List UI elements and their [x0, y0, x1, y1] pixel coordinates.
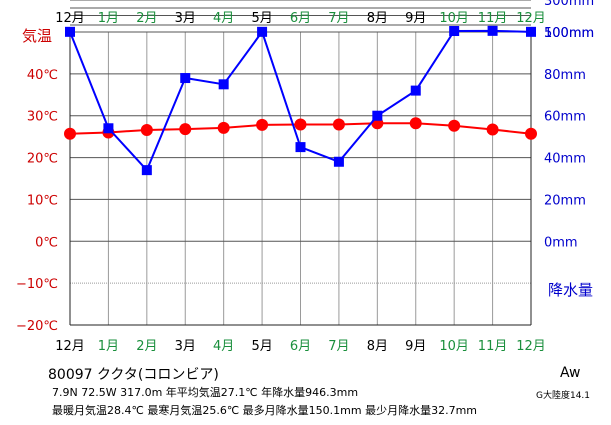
month-label-bottom: 4月	[213, 339, 234, 354]
month-label-bottom: 11月	[478, 339, 508, 354]
grid	[70, 0, 531, 325]
continentality-label: G大陸度14.1	[536, 391, 591, 401]
temperature-tick: 40℃	[27, 68, 58, 83]
month-label-bottom: 2月	[136, 339, 157, 354]
month-label-top: 5月	[251, 11, 272, 26]
precipitation-tick: 0mm	[544, 235, 578, 250]
precipitation-tick: 500mm	[544, 26, 594, 41]
month-label-top: 10月	[439, 11, 469, 26]
precipitation-point	[333, 156, 344, 167]
month-label-bottom: 7月	[328, 339, 349, 354]
precipitation-point	[295, 142, 306, 153]
temperature-tick: 0℃	[35, 235, 58, 250]
precipitation-series	[65, 25, 536, 176]
temperature-point	[217, 121, 230, 134]
station-summary: 7.9N 72.5W 317.0m 年平均気温27.1℃ 年降水量946.3mm	[52, 386, 359, 399]
temperature-point	[256, 118, 269, 131]
precipitation-point	[65, 26, 75, 37]
precipitation-point	[372, 110, 383, 121]
month-label-bottom: 10月	[439, 339, 469, 354]
temperature-tick: 20℃	[27, 152, 58, 167]
month-label-top: 12月	[516, 11, 546, 26]
koppen-class: Aw	[560, 365, 581, 381]
precipitation-tick: 60mm	[544, 110, 586, 125]
month-label-bottom: 5月	[251, 339, 272, 354]
precipitation-point	[218, 79, 229, 90]
month-label-bottom: 8月	[367, 339, 388, 354]
month-label-top: 6月	[290, 11, 311, 26]
month-label-top: 2月	[136, 11, 157, 26]
temperature-tick: −10℃	[16, 277, 58, 292]
month-label-top: 9月	[405, 11, 426, 26]
station-title: 80097 ククタ(コロンビア)	[48, 367, 219, 383]
month-label-top: 12月	[55, 11, 85, 26]
precipitation-tick: 300mm	[544, 0, 594, 9]
month-label-bottom: 3月	[175, 339, 196, 354]
month-label-top: 8月	[367, 11, 388, 26]
temperature-tick: −20℃	[16, 319, 58, 334]
month-label-bottom: 9月	[405, 339, 426, 354]
tick-labels: 12月 12月 1月 1月 2月 2月 3月 3月 4月 4月 5月 5月 6月 6月 7月 7月 8月 8月 9月…	[16, 0, 594, 354]
precipitation-point	[410, 85, 421, 96]
axes	[69, 32, 532, 326]
precipitation-point	[180, 73, 191, 84]
temperature-point	[448, 119, 461, 132]
temperature-point	[525, 127, 537, 140]
month-label-top: 11月	[478, 11, 508, 26]
precipitation-tick: 40mm	[544, 152, 586, 167]
temperature-series	[64, 117, 537, 140]
temperature-tick: 10℃	[27, 193, 58, 208]
precipitation-tick: 20mm	[544, 193, 586, 208]
precipitation-tick: 80mm	[544, 68, 586, 83]
precipitation-point	[257, 26, 268, 37]
precipitation-point	[141, 165, 152, 176]
temperature-point	[486, 123, 499, 136]
precipitation-point	[526, 26, 536, 37]
precipitation-point	[487, 25, 498, 36]
month-label-top: 7月	[328, 11, 349, 26]
month-label-top: 1月	[98, 11, 119, 26]
temperature-point	[294, 118, 307, 131]
month-label-top: 4月	[213, 11, 234, 26]
station-extremes: 最暖月気温28.4℃ 最寒月気温25.6℃ 最多月降水量150.1mm 最少月降…	[52, 404, 478, 417]
precipitation-point	[449, 26, 460, 37]
temperature-axis-title: 気温	[22, 27, 52, 45]
temperature-tick: 30℃	[27, 110, 58, 125]
precipitation-axis-title: 降水量	[548, 281, 593, 299]
month-label-top: 3月	[175, 11, 196, 26]
temperature-point	[409, 117, 422, 130]
month-label-bottom: 12月	[516, 339, 546, 354]
precipitation-tick: 100mm	[544, 26, 594, 41]
precipitation-point	[103, 123, 114, 134]
temperature-point	[332, 118, 345, 131]
month-label-bottom: 6月	[290, 339, 311, 354]
temperature-point	[179, 123, 192, 136]
temperature-point	[64, 127, 76, 140]
temperature-point	[140, 123, 153, 136]
month-label-bottom: 1月	[98, 339, 119, 354]
month-label-bottom: 12月	[55, 339, 85, 354]
